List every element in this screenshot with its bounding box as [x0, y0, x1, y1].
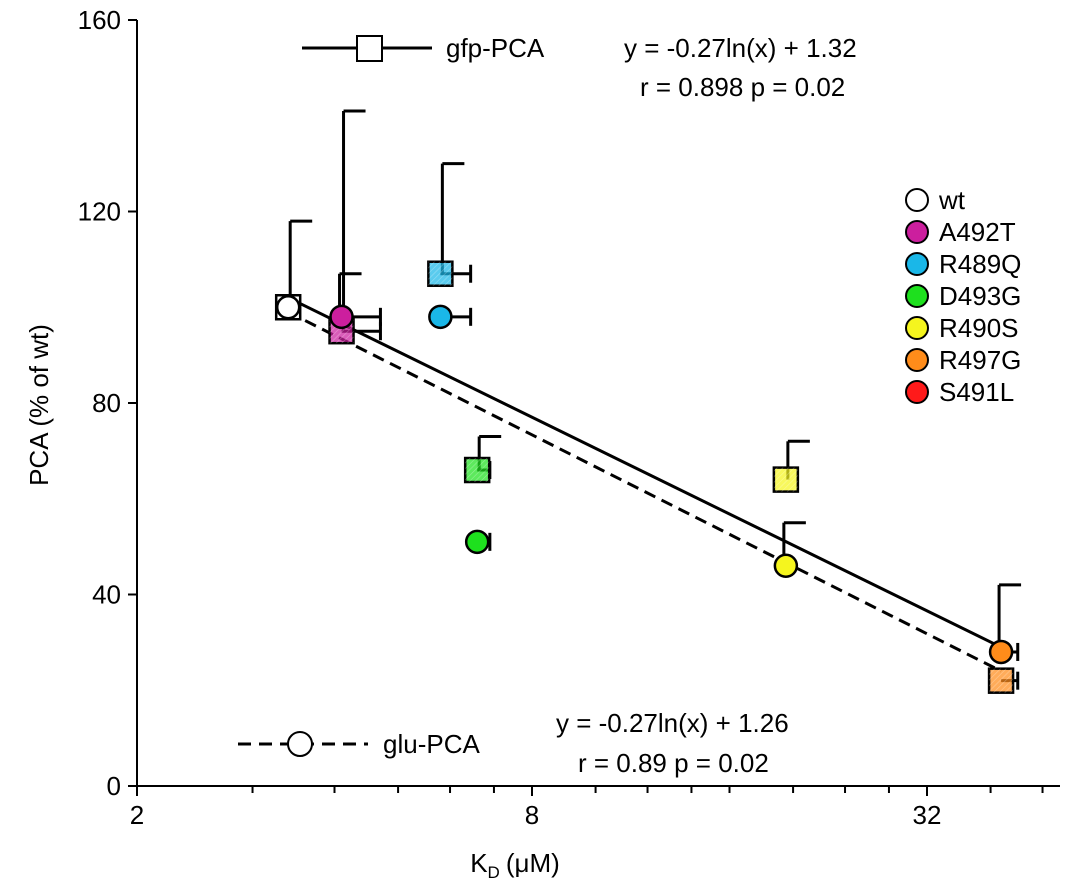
legend-gfp-pca: gfp-PCA	[302, 33, 545, 63]
gfp-square-hatch-r497g	[989, 668, 1014, 693]
legend-label-s491l: S491L	[939, 377, 1014, 407]
data-markers	[274, 260, 1015, 694]
legend-marker-s491l	[905, 380, 929, 404]
legend-marker-a492t	[905, 220, 929, 244]
gfp-square-hatch-d493g	[465, 458, 490, 483]
x-tick-label: 8	[525, 800, 539, 830]
legend-label-r489q: R489Q	[939, 249, 1021, 279]
y-tick-label: 120	[78, 197, 121, 227]
x-axis-label-main: K	[470, 848, 488, 878]
glu-circle-marker-r497g	[988, 639, 1014, 665]
legend-marker-wt	[905, 188, 929, 212]
y-tick-label: 40	[92, 580, 121, 610]
legend-marker-d493g	[905, 284, 929, 308]
x-axis-label: KD (μM)	[470, 848, 560, 882]
legend-label-d493g: D493G	[939, 281, 1021, 311]
legend-label-r490s: R490S	[939, 313, 1019, 343]
glu-circle-marker-a492t	[329, 304, 354, 330]
legend-label-a492t: A492T	[939, 217, 1016, 247]
legend-gfp-pca-square-marker	[356, 35, 383, 62]
x-tick-label: 32	[913, 800, 942, 830]
glu-pca-fit-equation: y = -0.27ln(x) + 1.26	[556, 708, 789, 738]
y-tick-label: 160	[78, 5, 121, 35]
y-axis-label: PCA (% of wt)	[24, 324, 54, 486]
gfp-square-hatch-r490s	[773, 467, 798, 492]
legend-glu-pca-label: glu-PCA	[383, 729, 480, 759]
fit-lines	[287, 296, 1002, 673]
legend-label-r497g: R497G	[939, 345, 1021, 375]
glu-pca-fit-stats: r = 0.89 p = 0.02	[578, 748, 769, 778]
legend-glu-pca: glu-PCA	[238, 729, 480, 759]
x-tick-label: 2	[130, 800, 144, 830]
x-axis-ticks: 2 8 32	[130, 786, 1044, 830]
gfp-square-hatch-r489q	[428, 261, 453, 286]
x-axis-label-unit: (μM)	[506, 848, 560, 878]
glu-circle-marker-d493g	[464, 529, 490, 555]
legend-glu-pca-circle-marker	[287, 731, 313, 757]
legend-marker-r489q	[905, 252, 929, 276]
legend-marker-r490s	[905, 316, 929, 340]
glu-circle-marker-r490s	[773, 553, 799, 579]
glu-circle-marker-wt	[275, 295, 301, 320]
legend-marker-r497g	[905, 348, 929, 372]
glu-circle-marker-r489q	[428, 304, 453, 330]
y-axis-ticks: 0 40 80 120 160	[78, 5, 137, 801]
legend-label-wt: wt	[938, 185, 966, 215]
gfp-pca-fit-equation: y = -0.27ln(x) + 1.32	[624, 33, 857, 63]
gfp-pca-fit-line	[287, 296, 1002, 649]
gfp-pca-fit-stats: r = 0.898 p = 0.02	[640, 72, 845, 102]
glu-pca-fit-line	[287, 310, 1002, 673]
legend-gfp-pca-label: gfp-PCA	[446, 33, 545, 63]
x-axis-label-subscript: D	[488, 863, 500, 882]
y-tick-label: 80	[92, 388, 121, 418]
y-tick-label: 0	[107, 771, 121, 801]
